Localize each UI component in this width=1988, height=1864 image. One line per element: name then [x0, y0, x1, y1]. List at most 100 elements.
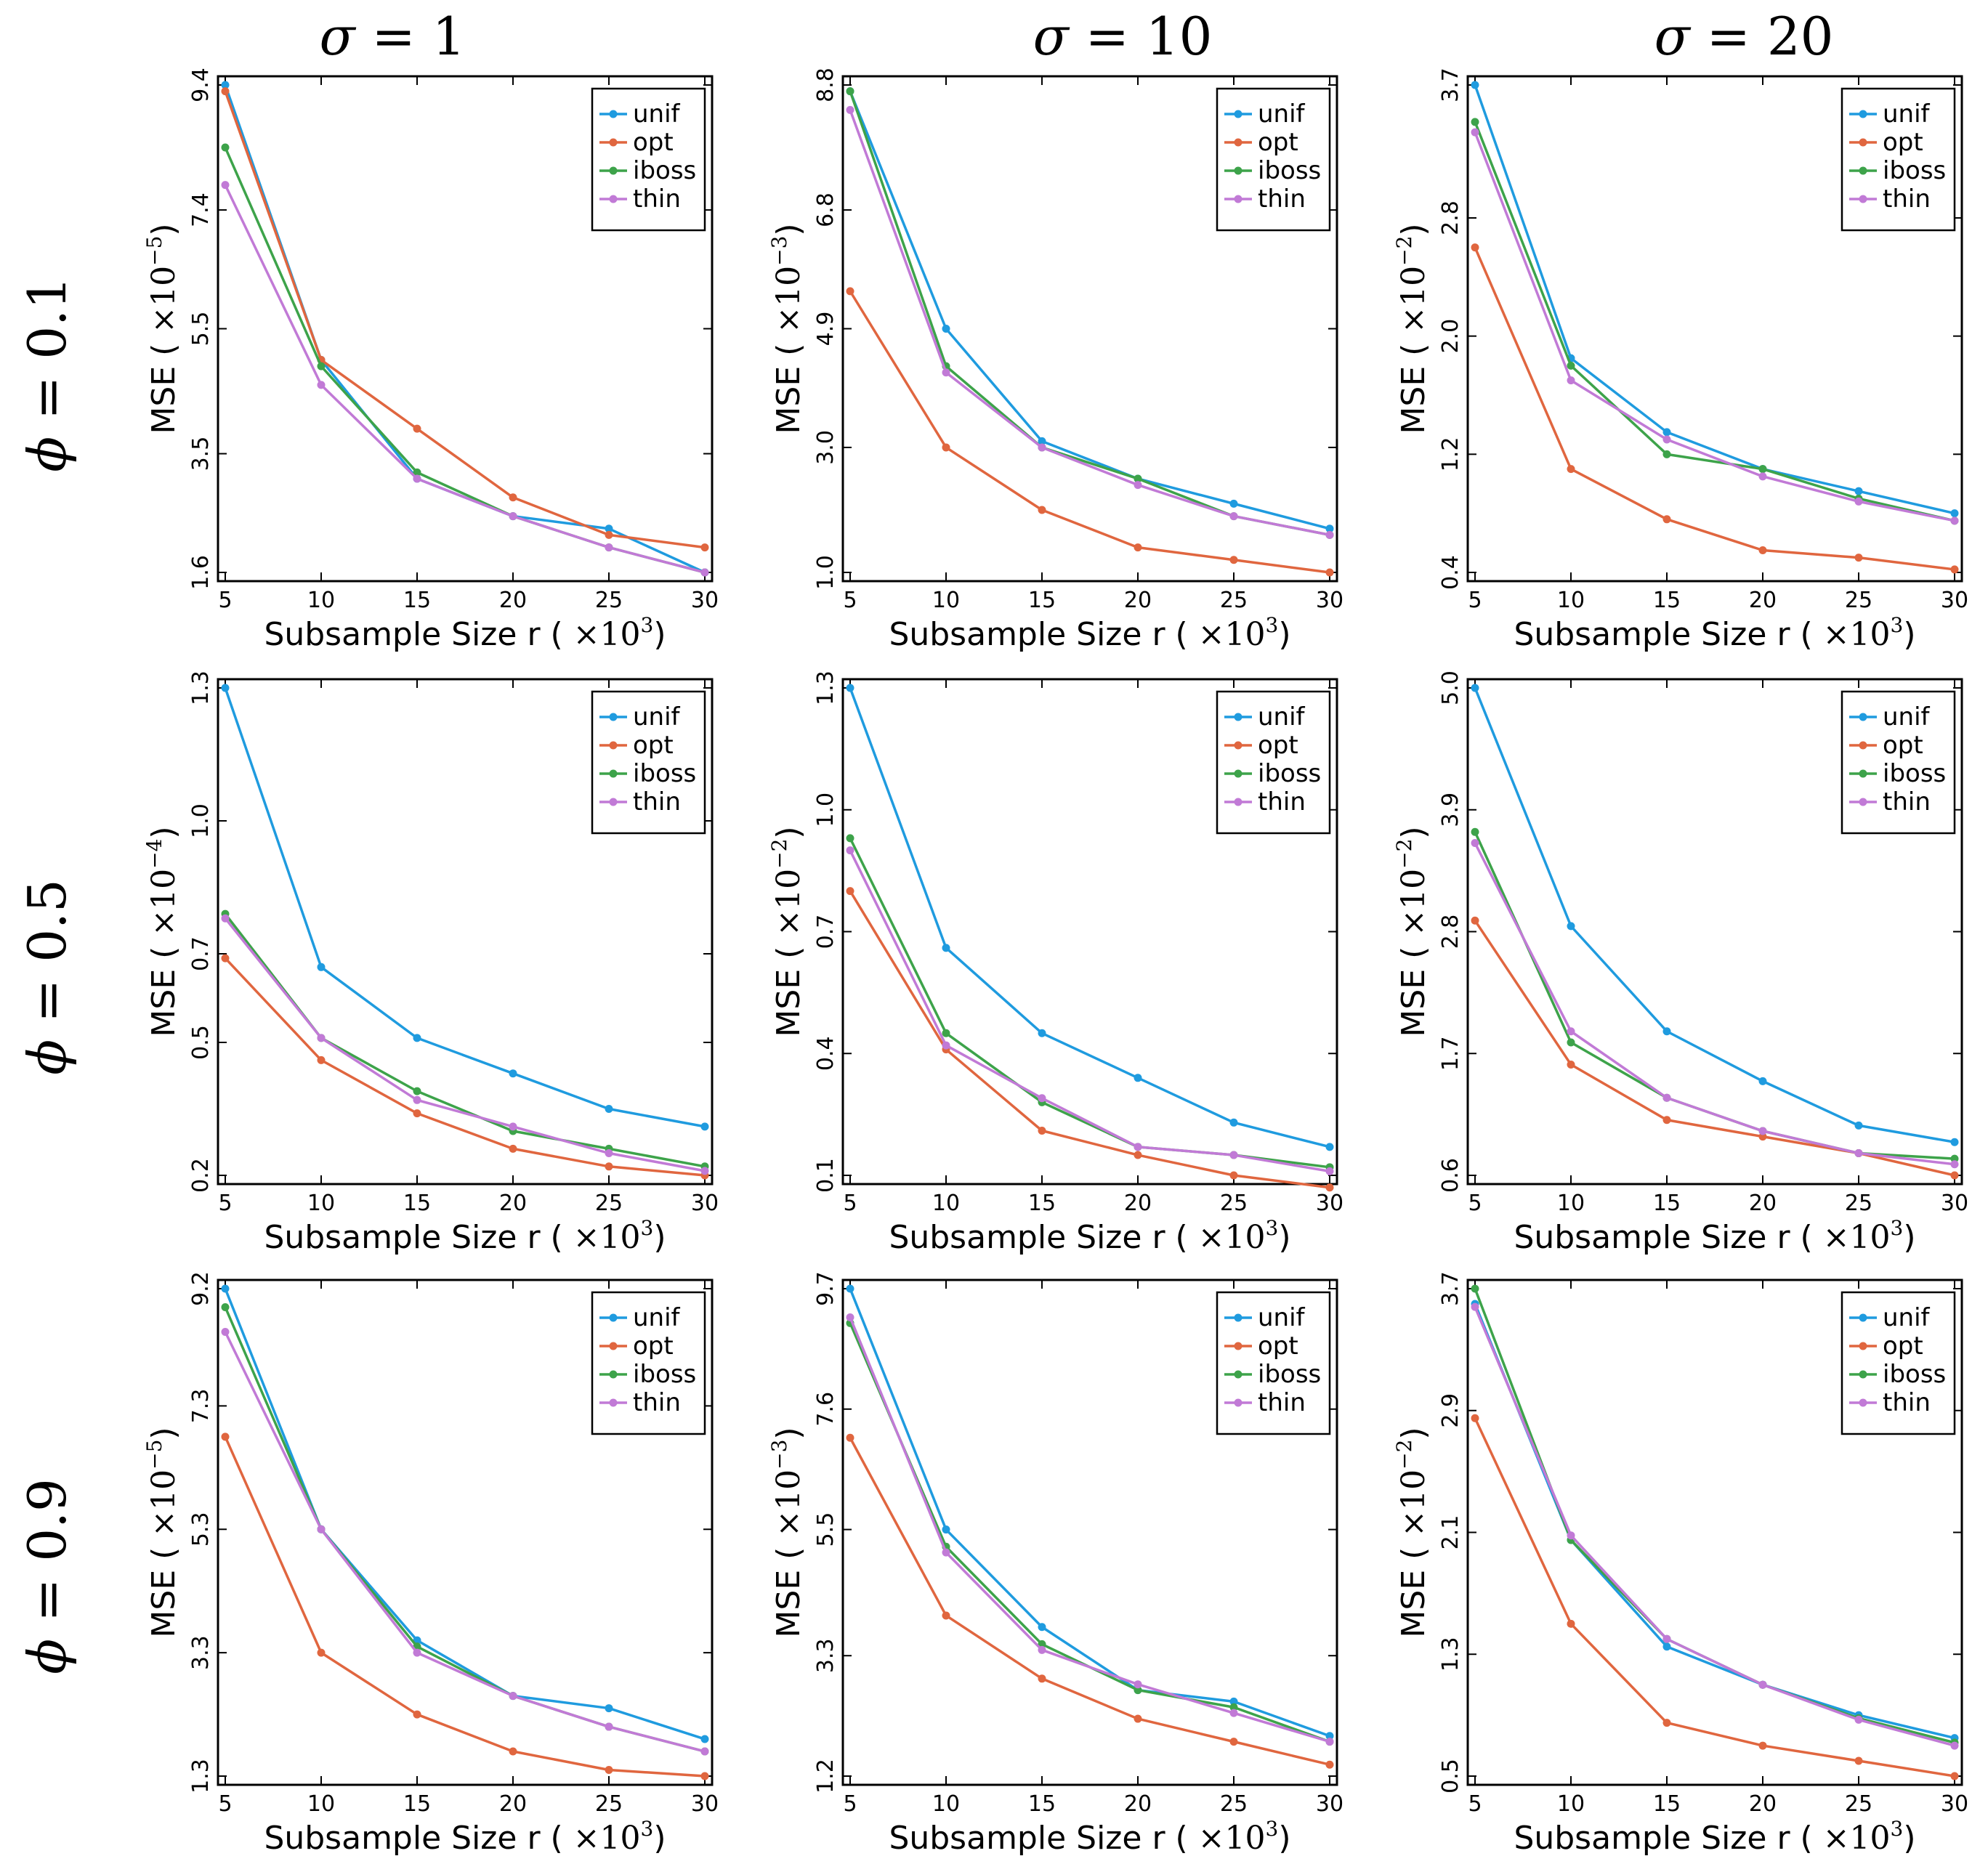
point-thin [605, 1149, 613, 1157]
y-axis-label-exponent: −2 [1392, 236, 1416, 266]
y-axis-label-times: ×10 [145, 266, 182, 333]
legend-marker-opt [609, 1342, 618, 1350]
point-thin [413, 1648, 421, 1657]
point-iboss [1567, 361, 1575, 370]
x-axis-label: Subsample Size r ( ×103) [1514, 613, 1915, 653]
y-tick-label: 9.4 [188, 68, 214, 102]
y-tick-label: 9.2 [188, 1271, 214, 1306]
x-tick-label: 15 [1028, 588, 1056, 613]
subplot-r0-c2: 5 10 15 20 25 30 0.4 1.2 2.0 2.8 3.7 Subsample Size… [1392, 68, 1968, 653]
series-line-unif [849, 90, 1330, 530]
x-tick-label: 30 [691, 588, 719, 613]
legend-label-thin: thin [1258, 1388, 1306, 1417]
point-unif [509, 1069, 517, 1078]
x-tick-label: 10 [932, 588, 960, 613]
point-thin [1758, 1127, 1767, 1135]
point-unif [1758, 1077, 1767, 1085]
x-axis-label-exponent: 3 [1891, 1817, 1904, 1841]
x-tick-label: 5 [218, 1791, 232, 1817]
point-thin [846, 846, 854, 855]
y-axis-label-text: MSE ( [145, 936, 182, 1037]
legend-label-opt: opt [633, 128, 674, 157]
point-thin [846, 105, 854, 114]
legend-label-opt: opt [1258, 731, 1298, 760]
point-opt [1662, 1719, 1671, 1727]
series-line-opt [224, 91, 706, 549]
row-label-symbol: ϕ [17, 1639, 78, 1674]
y-axis-label: MSE ( ×10−2) [1392, 223, 1432, 434]
y-axis-label: MSE ( ×10−4) [142, 826, 182, 1037]
legend-label-thin: thin [1883, 1388, 1931, 1417]
plot-frame [1466, 75, 1963, 583]
subplot-r2-c0: 5 10 15 20 25 30 1.3 3.3 5.3 7.3 9.2 Subsample Size… [142, 1271, 719, 1857]
y-tick-label: 1.3 [188, 670, 214, 705]
point-opt [413, 424, 421, 433]
point-opt [1758, 1132, 1767, 1141]
x-axis-label-times: ×10 [573, 1820, 641, 1857]
legend-marker-iboss [1234, 1370, 1242, 1379]
x-tick-label: 30 [1941, 588, 1968, 613]
y-axis-label: MSE ( ×10−3) [767, 223, 807, 434]
point-thin [1567, 1027, 1575, 1036]
legend-marker-opt [1234, 1342, 1242, 1350]
point-thin [1662, 435, 1671, 444]
plot-frame [217, 1279, 714, 1786]
legend-marker-thin [1859, 798, 1867, 806]
legend-label-iboss: iboss [1258, 759, 1321, 788]
legend-marker-opt [609, 741, 618, 750]
point-thin [700, 1167, 709, 1175]
point-unif [1662, 1027, 1671, 1036]
point-thin [221, 181, 230, 190]
point-iboss [221, 1302, 230, 1311]
point-opt [1471, 1414, 1479, 1422]
y-axis-label-close: ) [145, 1427, 182, 1439]
x-axis-label: Subsample Size r ( ×103) [889, 1216, 1290, 1256]
legend-marker-iboss [1859, 769, 1867, 778]
point-iboss [1567, 1038, 1575, 1047]
legend-label-unif: unif [633, 1303, 681, 1332]
x-tick-label: 25 [595, 1791, 623, 1817]
y-tick-label: 2.1 [1438, 1515, 1463, 1550]
y-axis-label: MSE ( ×10−5) [142, 1427, 182, 1637]
point-unif [1854, 487, 1863, 495]
y-tick-label: 3.9 [1438, 793, 1463, 827]
row-label: ϕ = 0.5 [17, 879, 78, 1075]
legend-marker-opt [1859, 1342, 1867, 1350]
y-tick-label: 1.0 [813, 793, 839, 827]
point-opt [1854, 1756, 1863, 1765]
series-line-opt [1474, 920, 1955, 1177]
point-opt [413, 1710, 421, 1719]
x-axis-label-text: Subsample Size r ( [264, 1219, 573, 1256]
x-tick-label: 20 [1124, 1191, 1152, 1216]
x-tick-label: 15 [403, 1191, 431, 1216]
point-opt [1758, 1741, 1767, 1750]
point-opt [1038, 506, 1046, 514]
x-axis-label-text: Subsample Size r ( [264, 1820, 573, 1857]
column-label-value: = 20 [1690, 6, 1834, 67]
point-opt [509, 1747, 517, 1756]
legend-label-unif: unif [1883, 1303, 1931, 1332]
y-axis-label-text: MSE ( [770, 333, 807, 434]
legend-label-opt: opt [633, 1332, 674, 1361]
point-thin [1758, 1680, 1767, 1689]
point-thin [700, 1747, 709, 1756]
x-axis-label-close: ) [1903, 1820, 1915, 1857]
x-tick-label: 5 [218, 588, 232, 613]
y-axis-label-times: ×10 [770, 1470, 807, 1537]
y-tick-label: 1.3 [813, 670, 839, 705]
point-opt [1471, 243, 1479, 252]
x-axis-label: Subsample Size r ( ×103) [889, 613, 1290, 653]
legend-label-unif: unif [633, 702, 681, 732]
point-thin [1471, 1302, 1479, 1311]
y-tick-label: 0.5 [188, 1025, 214, 1060]
point-unif [1471, 684, 1479, 692]
y-tick-label: 7.3 [188, 1389, 214, 1424]
y-axis-label-exponent: −5 [142, 236, 166, 266]
point-iboss [413, 468, 421, 477]
legend-label-iboss: iboss [1883, 759, 1946, 788]
x-tick-label: 15 [1028, 1191, 1056, 1216]
x-tick-label: 25 [1220, 1191, 1248, 1216]
legend-marker-unif [609, 713, 618, 721]
legend-marker-opt [1234, 138, 1242, 147]
point-thin [413, 474, 421, 483]
